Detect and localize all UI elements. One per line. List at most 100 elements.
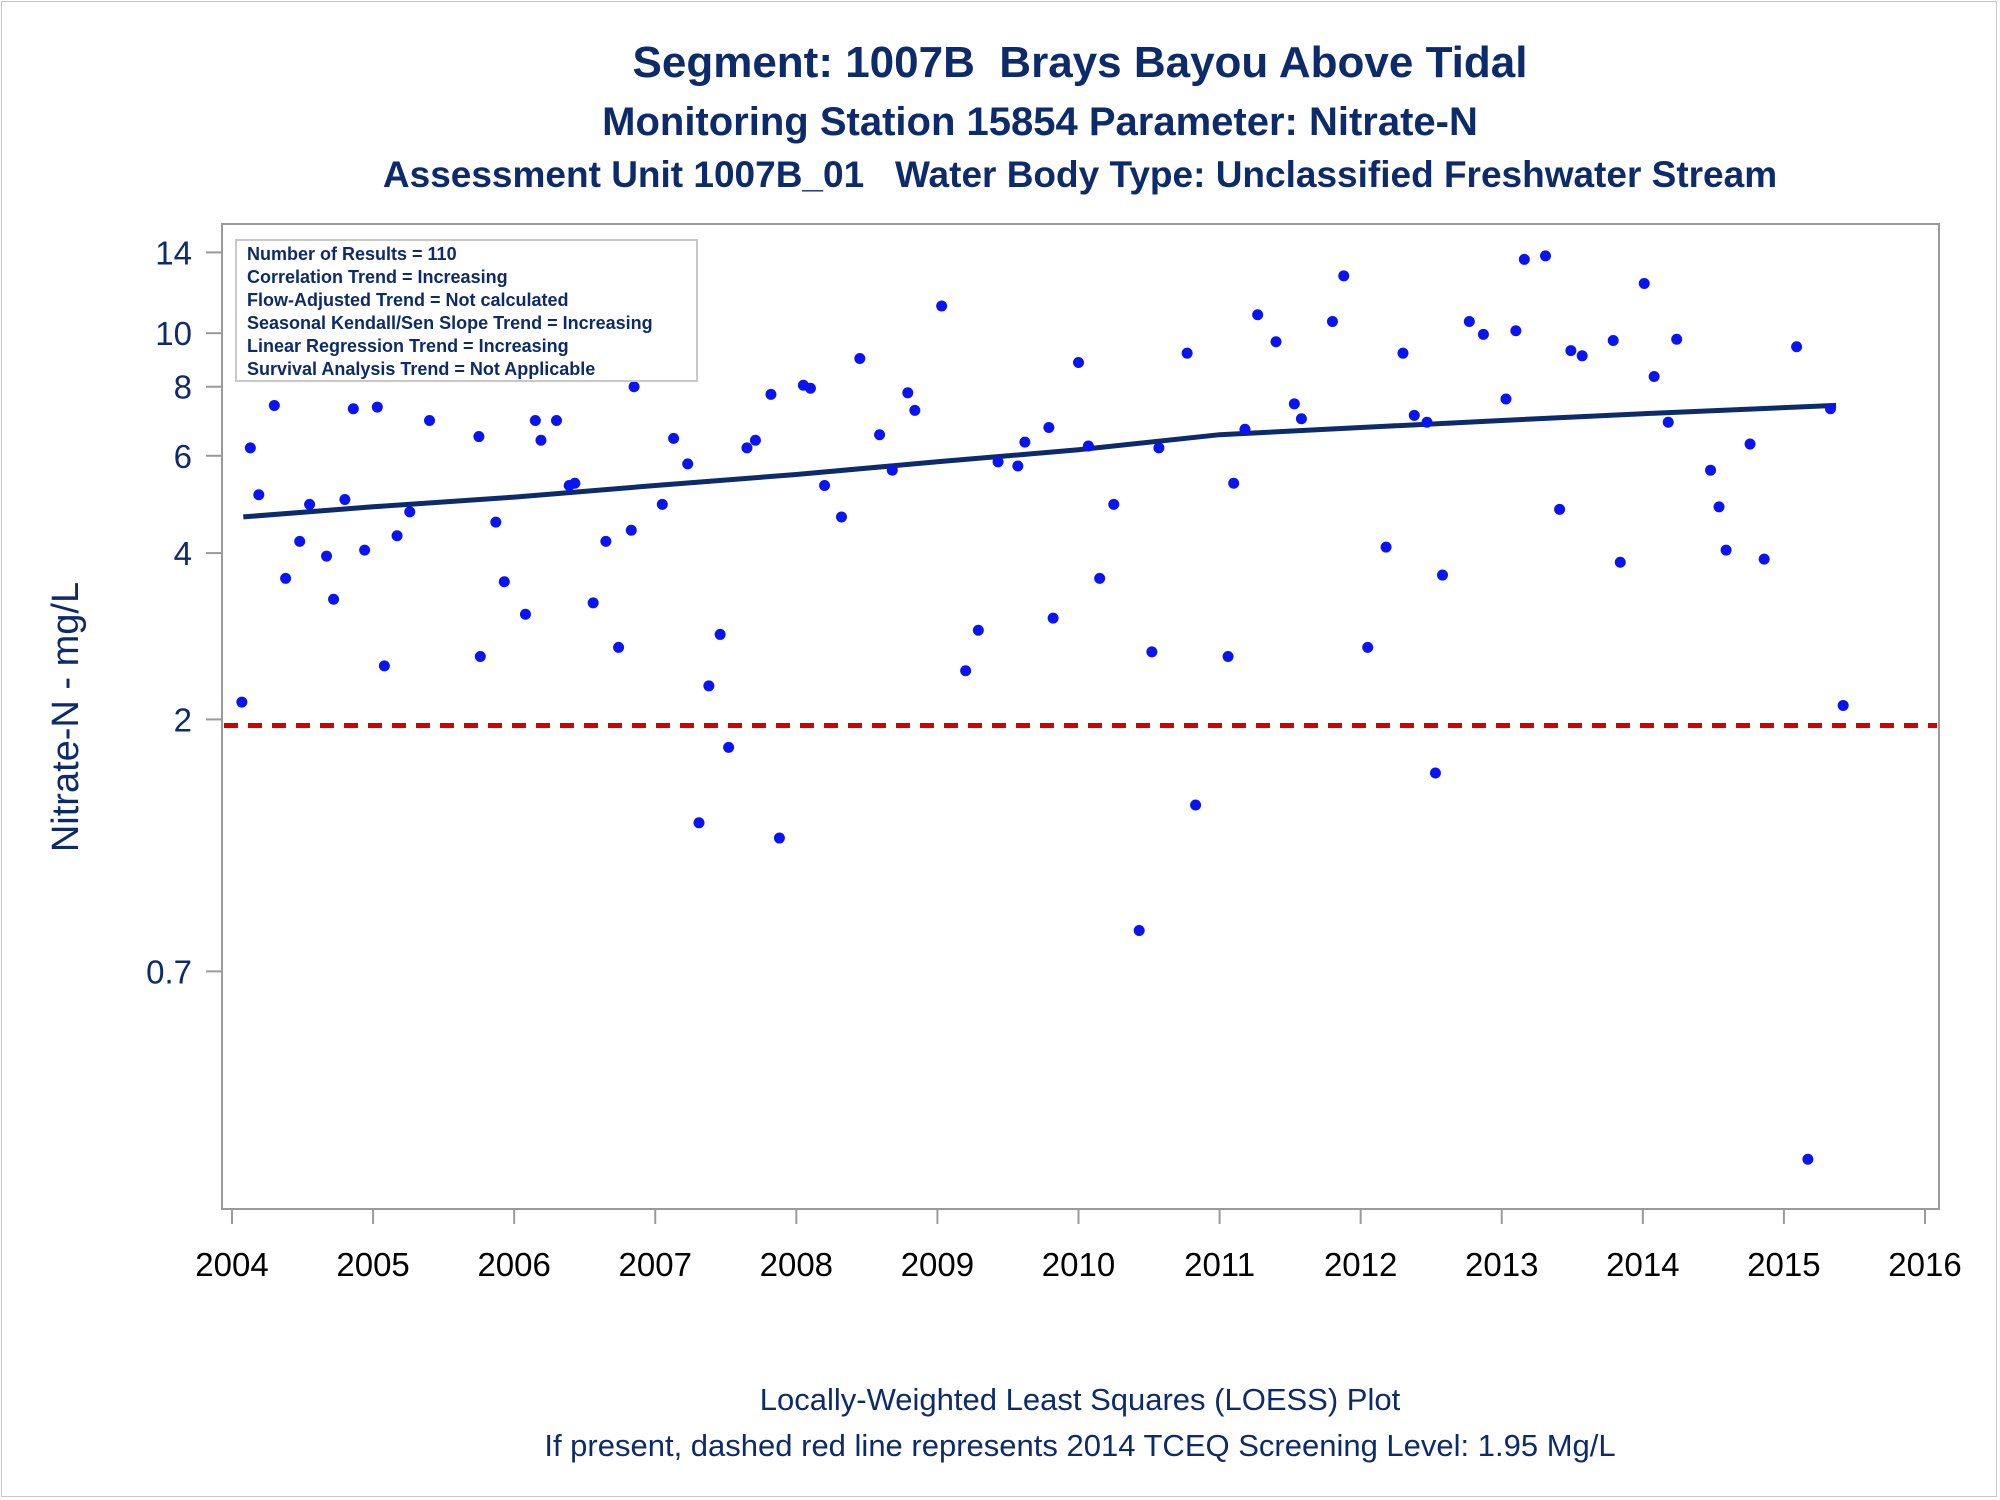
- x-tick-label: 2016: [1888, 1246, 1961, 1283]
- data-point: [1802, 1153, 1814, 1165]
- legend-line: Seasonal Kendall/Sen Slope Trend = Incre…: [247, 313, 653, 333]
- data-point: [391, 530, 403, 542]
- data-point: [498, 576, 510, 588]
- x-tick-label: 2011: [1184, 1246, 1255, 1283]
- x-tick-label: 2010: [1042, 1246, 1115, 1283]
- x-tick-label: 2013: [1465, 1246, 1538, 1283]
- data-point: [960, 665, 972, 677]
- data-point: [1429, 767, 1441, 779]
- data-point: [1565, 345, 1577, 357]
- data-point: [535, 434, 547, 446]
- data-point: [1463, 315, 1475, 327]
- data-point: [1082, 440, 1094, 452]
- data-point: [936, 300, 948, 312]
- x-tick-label: 2006: [477, 1246, 550, 1283]
- footer-note-loess: Locally-Weighted Least Squares (LOESS) P…: [759, 1382, 1401, 1417]
- data-point: [1153, 442, 1165, 454]
- data-point: [1408, 409, 1420, 421]
- data-point: [1288, 398, 1300, 410]
- data-point: [1146, 646, 1158, 658]
- data-point: [474, 650, 486, 662]
- data-point: [972, 624, 984, 636]
- data-point: [874, 429, 886, 441]
- data-point: [371, 401, 383, 413]
- data-point: [404, 506, 416, 518]
- data-point: [723, 741, 735, 753]
- data-point: [656, 498, 668, 510]
- legend-box: Number of Results = 110 Correlation Trend…: [235, 239, 698, 382]
- data-point: [1421, 416, 1433, 428]
- data-point: [741, 442, 753, 454]
- chart-subtitle-station: Monitoring Station 15854 Parameter: Nitr…: [602, 100, 1478, 144]
- data-point: [804, 382, 816, 394]
- legend-border: [235, 239, 698, 382]
- data-point: [854, 352, 866, 364]
- data-point: [321, 550, 333, 562]
- data-point: [304, 498, 316, 510]
- chart-title: Segment: 1007B Brays Bayou Above Tidal: [632, 38, 1528, 87]
- legend-line: Linear Regression Trend = Increasing: [247, 336, 569, 356]
- x-tick-label: 2008: [760, 1246, 833, 1283]
- data-point: [886, 464, 898, 476]
- data-point: [1791, 341, 1803, 353]
- data-point: [765, 388, 777, 400]
- data-point: [1019, 436, 1031, 448]
- data-point: [773, 832, 785, 844]
- data-point: [714, 628, 726, 640]
- y-axis-label: Nitrate-N - mg/L: [45, 582, 87, 852]
- data-point: [703, 680, 715, 692]
- data-point: [1744, 438, 1756, 450]
- y-tick-label: 0.7: [146, 953, 192, 990]
- data-point: [280, 572, 292, 584]
- data-point: [378, 660, 390, 672]
- data-point: [1837, 699, 1849, 711]
- data-point: [1720, 544, 1732, 556]
- data-point: [1362, 641, 1374, 653]
- data-point: [1133, 924, 1145, 936]
- data-point: [347, 403, 359, 415]
- data-point: [992, 456, 1004, 468]
- data-point: [1539, 250, 1551, 262]
- data-point: [1518, 253, 1530, 265]
- data-point: [613, 641, 625, 653]
- data-point: [328, 593, 340, 605]
- plot-area: [221, 223, 1940, 1210]
- loess-trend-line: [243, 402, 1837, 520]
- data-point: [1554, 503, 1566, 515]
- data-point: [569, 477, 581, 489]
- data-point: [1270, 336, 1282, 348]
- data-point: [668, 432, 680, 444]
- data-point: [1758, 553, 1770, 565]
- data-point: [1295, 413, 1307, 425]
- data-point: [1073, 356, 1084, 368]
- data-point: [1614, 556, 1626, 568]
- y-tick-label: 6: [174, 438, 192, 475]
- data-point: [1326, 315, 1338, 327]
- trend-line-group: [243, 402, 1837, 520]
- data-point: [519, 608, 531, 620]
- data-point: [1662, 416, 1674, 428]
- data-point: [1012, 460, 1024, 472]
- data-point: [749, 434, 761, 446]
- x-axis: 2004 2005 2006 2007 2008 2009 2010 2011 2012 2013…: [195, 1209, 1962, 1283]
- data-point: [1181, 347, 1193, 359]
- data-point: [236, 696, 248, 708]
- y-tick-label: 2: [174, 701, 192, 738]
- y-tick-label: 8: [174, 369, 192, 406]
- data-point: [1824, 403, 1836, 415]
- data-point: [294, 535, 306, 547]
- data-point: [1380, 541, 1392, 553]
- legend-line: Flow-Adjusted Trend = Not calculated: [247, 290, 569, 310]
- legend-line: Number of Results = 110: [247, 244, 457, 264]
- data-point: [587, 597, 599, 609]
- data-point: [819, 480, 831, 492]
- data-point: [1500, 393, 1512, 405]
- data-point: [1510, 325, 1522, 337]
- data-point: [1228, 477, 1240, 489]
- data-point: [244, 442, 256, 454]
- data-point: [1671, 333, 1683, 345]
- data-point: [1713, 501, 1725, 513]
- data-point: [1239, 423, 1251, 435]
